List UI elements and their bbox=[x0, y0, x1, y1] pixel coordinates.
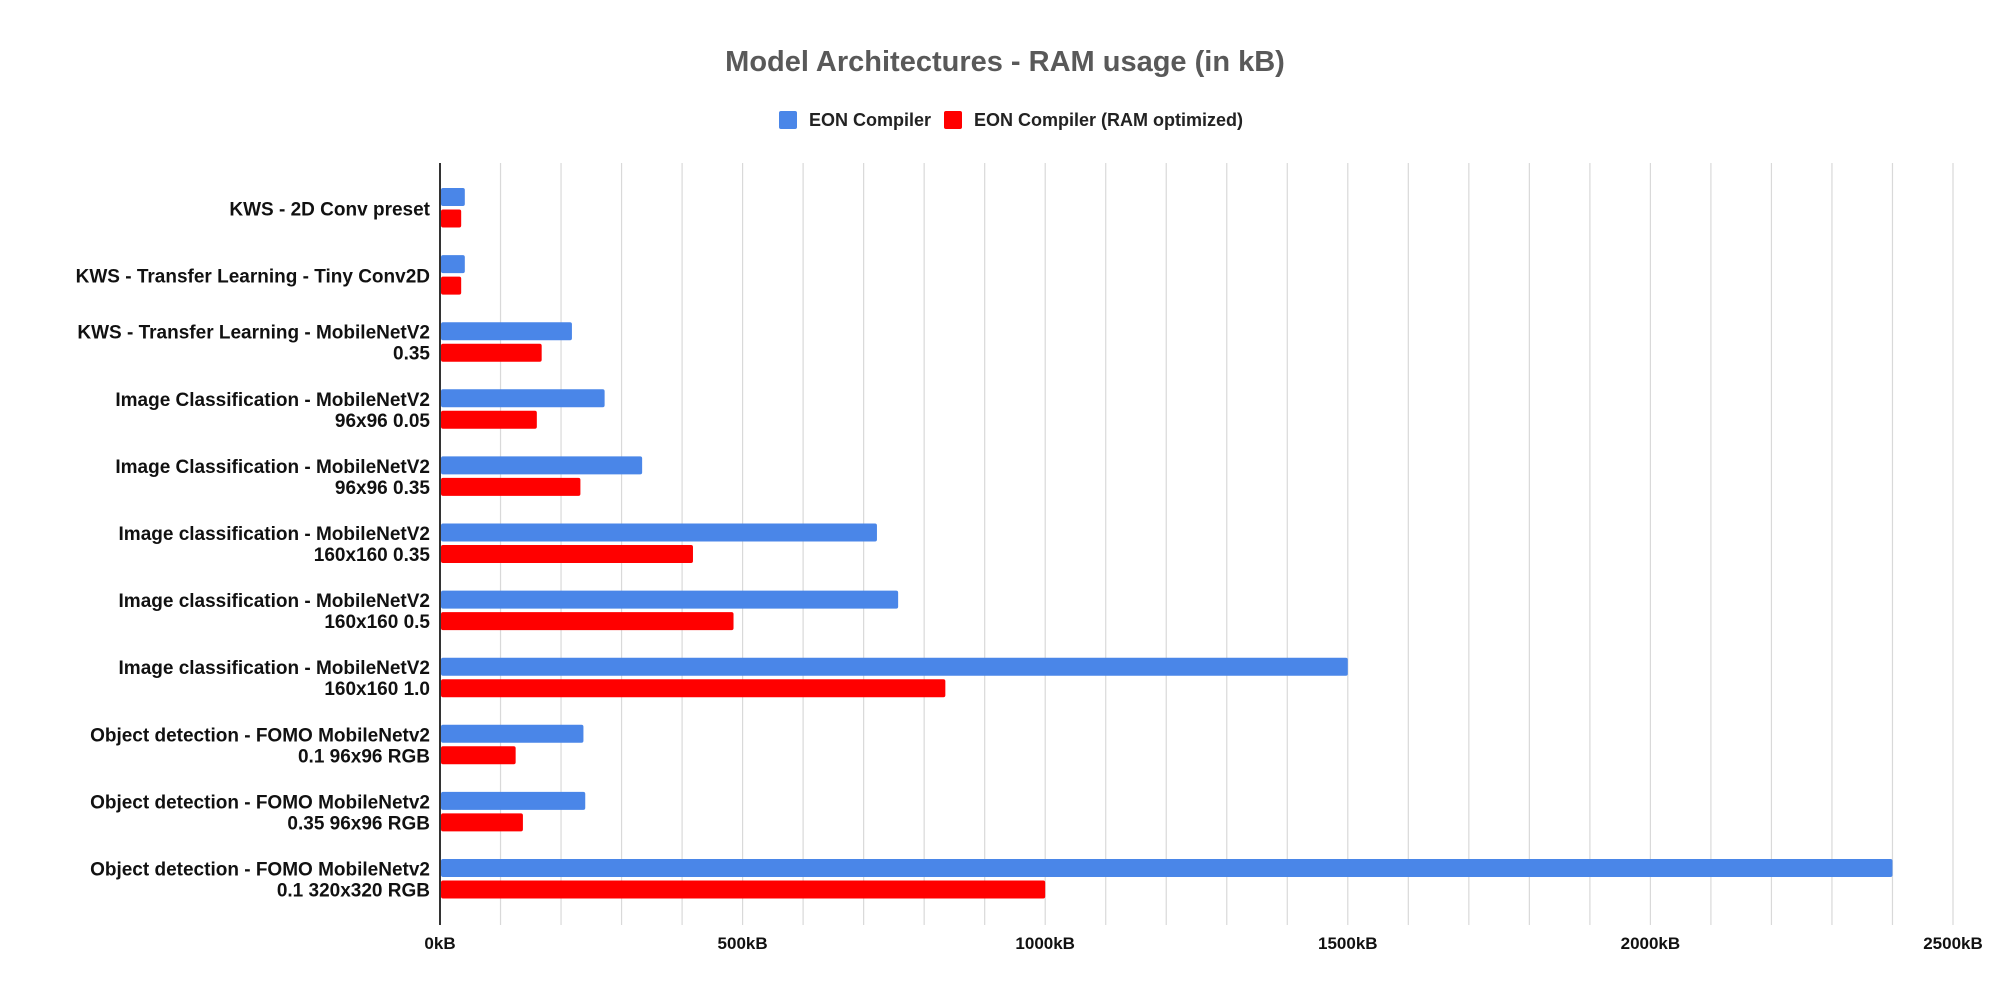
bar-eon-compiler bbox=[441, 389, 605, 408]
bar-eon-compiler-ram-optimized bbox=[441, 746, 516, 765]
bar-eon-compiler bbox=[441, 859, 1893, 877]
category-label-line: Object detection - FOMO MobileNetv2 bbox=[90, 725, 430, 746]
category-label: Image classification - MobileNetV2160x16… bbox=[119, 524, 431, 566]
legend-item: EON Compiler bbox=[779, 110, 931, 130]
x-tick-label: 2000kB bbox=[1621, 934, 1681, 953]
bar-eon-compiler-ram-optimized bbox=[441, 477, 581, 496]
category-label: Image classification - MobileNetV2160x16… bbox=[119, 658, 430, 700]
x-tick-label: 0kB bbox=[424, 934, 455, 953]
bar-eon-compiler bbox=[441, 456, 643, 475]
category-label-line: Image classification - MobileNetV2 bbox=[119, 658, 430, 679]
category-label: KWS - Transfer Learning - Tiny Conv2D bbox=[76, 267, 430, 288]
category-label-line: Object detection - FOMO MobileNetv2 bbox=[90, 792, 430, 813]
chart-title: Model Architectures - RAM usage (in kB) bbox=[725, 46, 1285, 78]
category-label: Object detection - FOMO MobileNetv20.35 … bbox=[90, 792, 430, 834]
bar-eon-compiler-ram-optimized bbox=[441, 276, 462, 295]
bar-eon-compiler-ram-optimized bbox=[441, 410, 537, 429]
category-label-line: 0.1 320x320 RGB bbox=[277, 881, 430, 902]
legend-label: EON Compiler (RAM optimized) bbox=[974, 110, 1243, 130]
bar-eon-compiler-ram-optimized bbox=[441, 679, 946, 698]
category-label: KWS - 2D Conv preset bbox=[229, 200, 430, 221]
category-label-line: KWS - 2D Conv preset bbox=[229, 200, 430, 221]
category-label-line: 160x160 1.0 bbox=[324, 679, 430, 700]
legend-label: EON Compiler bbox=[809, 110, 931, 130]
x-tick-label: 2500kB bbox=[1923, 934, 1983, 953]
category-label-line: Image Classification - MobileNetV2 bbox=[115, 457, 430, 478]
category-label-line: 160x160 0.35 bbox=[314, 545, 431, 566]
category-label-line: 96x96 0.35 bbox=[335, 478, 431, 499]
category-label-line: 0.35 bbox=[393, 344, 430, 365]
bars bbox=[441, 188, 1893, 899]
x-tick-labels: 0kB 500kB 1000kB 1500kB 2000kB 2500kB bbox=[424, 934, 1982, 953]
bar-eon-compiler-ram-optimized bbox=[441, 209, 462, 228]
gridlines bbox=[499, 163, 1954, 925]
bar-eon-compiler bbox=[441, 523, 877, 542]
bar-eon-compiler-ram-optimized bbox=[441, 813, 523, 832]
bar-eon-compiler bbox=[441, 255, 465, 274]
bar-eon-compiler bbox=[441, 322, 572, 341]
category-label-line: 0.35 96x96 RGB bbox=[287, 813, 430, 834]
category-label: Image Classification - MobileNetV296x96 … bbox=[115, 457, 430, 499]
bar-eon-compiler bbox=[441, 657, 1348, 676]
legend-swatch bbox=[779, 111, 797, 129]
category-label-line: 0.1 96x96 RGB bbox=[298, 746, 430, 767]
category-label-line: Image classification - MobileNetV2 bbox=[119, 591, 430, 612]
category-label: KWS - Transfer Learning - MobileNetV20.3… bbox=[77, 323, 430, 365]
category-label-line: KWS - Transfer Learning - MobileNetV2 bbox=[77, 323, 430, 344]
legend: EON Compiler EON Compiler (RAM optimized) bbox=[779, 110, 1243, 130]
category-label-line: Image Classification - MobileNetV2 bbox=[115, 390, 430, 411]
category-label-line: Object detection - FOMO MobileNetv2 bbox=[90, 860, 430, 881]
x-tick-label: 1000kB bbox=[1015, 934, 1075, 953]
bar-eon-compiler-ram-optimized bbox=[441, 545, 693, 563]
category-label-line: 160x160 0.5 bbox=[324, 612, 430, 633]
bar-eon-compiler bbox=[441, 188, 465, 206]
category-labels: KWS - 2D Conv preset KWS - Transfer Learn… bbox=[76, 200, 431, 902]
x-tick-label: 1500kB bbox=[1318, 934, 1378, 953]
category-label: Image Classification - MobileNetV296x96 … bbox=[115, 390, 430, 432]
bar-eon-compiler bbox=[441, 590, 899, 609]
bar-eon-compiler bbox=[441, 791, 586, 810]
category-label-line: 96x96 0.05 bbox=[335, 411, 431, 432]
legend-item: EON Compiler (RAM optimized) bbox=[944, 110, 1243, 130]
bar-eon-compiler-ram-optimized bbox=[441, 880, 1046, 899]
legend-swatch bbox=[944, 111, 962, 129]
bar-eon-compiler-ram-optimized bbox=[441, 343, 542, 362]
x-tick-label: 500kB bbox=[718, 934, 768, 953]
bar-eon-compiler-ram-optimized bbox=[441, 612, 734, 631]
category-label: Image classification - MobileNetV2160x16… bbox=[119, 591, 431, 633]
category-label-line: KWS - Transfer Learning - Tiny Conv2D bbox=[76, 267, 430, 288]
bar-eon-compiler bbox=[441, 724, 584, 743]
category-label-line: Image classification - MobileNetV2 bbox=[119, 524, 430, 545]
